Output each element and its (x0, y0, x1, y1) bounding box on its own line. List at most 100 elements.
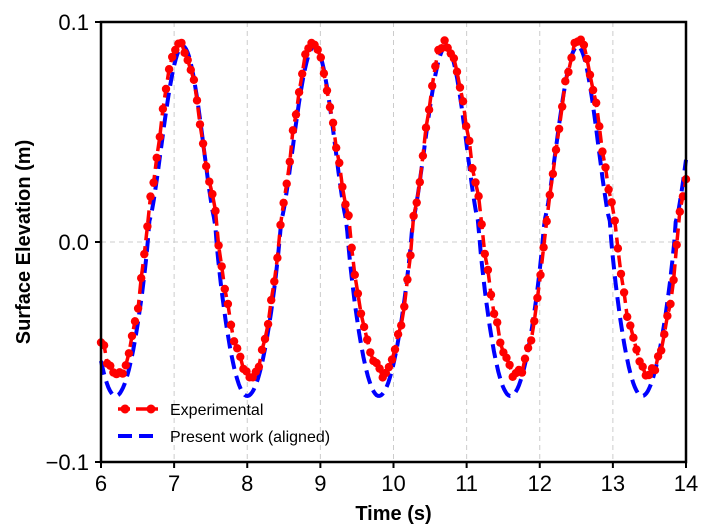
data-point-experimental (229, 337, 239, 346)
data-point-experimental (579, 40, 589, 50)
data-point-experimental (344, 211, 353, 220)
data-point-experimental (133, 304, 143, 313)
x-tick-label: 9 (314, 471, 326, 496)
x-tick-label: 7 (168, 471, 180, 496)
data-point-experimental (551, 145, 561, 154)
data-point-experimental (452, 67, 462, 76)
x-tick-label: 12 (528, 471, 552, 496)
data-point-experimental (502, 353, 511, 362)
data-point-experimental (440, 36, 449, 45)
y-tick-label: 0.0 (58, 230, 89, 255)
data-point-experimental (493, 318, 502, 327)
data-point-experimental (437, 44, 446, 53)
data-point-experimental (356, 309, 366, 318)
data-point-experimental (554, 124, 564, 134)
data-point-experimental (638, 362, 647, 371)
data-point-experimental (168, 52, 177, 62)
data-point-experimental (158, 104, 168, 114)
x-axis-label: Time (s) (355, 503, 431, 525)
data-point-experimental (325, 102, 335, 112)
data-point-experimental (545, 190, 554, 200)
series-layer (96, 35, 691, 399)
data-point-experimental (613, 244, 623, 253)
data-point-experimental (489, 309, 499, 318)
data-point-experimental (384, 362, 394, 372)
data-point-experimental (462, 122, 471, 131)
data-point-experimental (517, 368, 527, 377)
data-point-experimental (616, 269, 626, 279)
y-axis-label: Surface Elevation (m) (13, 140, 35, 345)
data-point-experimental (146, 192, 155, 201)
data-point-experimental (390, 345, 400, 354)
legend-marker-experimental (120, 404, 130, 414)
data-point-experimental (415, 177, 424, 187)
data-point-experimental (406, 251, 415, 260)
data-point-experimental (650, 366, 660, 375)
data-point-experimental (198, 139, 208, 148)
data-point-experimental (322, 86, 332, 95)
data-point-experimental (619, 288, 629, 297)
data-point-experimental (558, 102, 567, 111)
data-point-experimental (595, 122, 604, 131)
data-point-experimental (260, 334, 270, 344)
series-line-experimental (99, 35, 688, 382)
data-point-experimental (202, 162, 211, 171)
legend-label-present-work: Present work (aligned) (170, 429, 330, 446)
data-point-experimental (211, 206, 220, 216)
data-point-experimental (585, 70, 595, 80)
data-point-experimental (192, 96, 202, 105)
data-point-experimental (124, 349, 134, 358)
data-point-experimental (663, 311, 672, 321)
data-point-experimental (564, 67, 573, 77)
legend-marker-experimental (146, 404, 156, 414)
data-point-experimental (458, 97, 468, 106)
legend: Experimental Present work (aligned) (118, 402, 330, 446)
data-point-experimental (335, 158, 344, 167)
data-point-experimental (428, 81, 437, 91)
data-point-experimental (177, 38, 186, 48)
data-point-experimental (291, 110, 301, 119)
data-point-experimental (431, 62, 440, 71)
data-point-experimental (214, 241, 223, 250)
data-point-experimental (607, 198, 616, 207)
data-point-experimental (143, 222, 152, 231)
data-point-experimental (236, 352, 245, 361)
data-point-experimental (347, 243, 356, 252)
data-point-experimental (582, 54, 592, 64)
data-point-experimental (137, 273, 146, 283)
data-point-experimental (421, 123, 431, 132)
data-point-experimental (375, 364, 384, 373)
data-point-experimental (542, 217, 551, 226)
data-point-experimental (282, 179, 291, 188)
data-point-experimental (539, 243, 548, 252)
data-point-experimental (480, 249, 489, 259)
data-point-experimental (350, 270, 359, 279)
data-point-experimental (152, 153, 161, 162)
data-point-experimental (359, 322, 369, 332)
data-point-experimental (533, 293, 542, 303)
data-point-experimental (186, 65, 195, 75)
data-point-experimental (338, 182, 347, 192)
y-tick-label: −0.1 (46, 450, 89, 475)
data-point-experimental (465, 136, 474, 146)
data-point-experimental (332, 143, 341, 152)
data-point-experimental (397, 321, 406, 330)
data-point-experimental (567, 53, 576, 62)
data-point-experimental (483, 265, 493, 275)
grid (101, 22, 686, 462)
data-point-experimental (208, 189, 217, 199)
legend-label-experimental: Experimental (170, 402, 263, 419)
data-point-experimental (598, 147, 607, 156)
data-point-experimental (666, 299, 675, 309)
data-point-experimental (263, 319, 273, 329)
x-tick-label: 10 (381, 471, 405, 496)
data-point-experimental (161, 84, 171, 94)
data-point-experimental (270, 277, 279, 286)
data-point-experimental (536, 270, 545, 280)
data-point-experimental (171, 45, 180, 55)
data-point-experimental (363, 335, 372, 344)
data-point-experimental (660, 330, 669, 339)
data-point-experimental (610, 216, 619, 225)
data-point-experimental (592, 98, 601, 108)
